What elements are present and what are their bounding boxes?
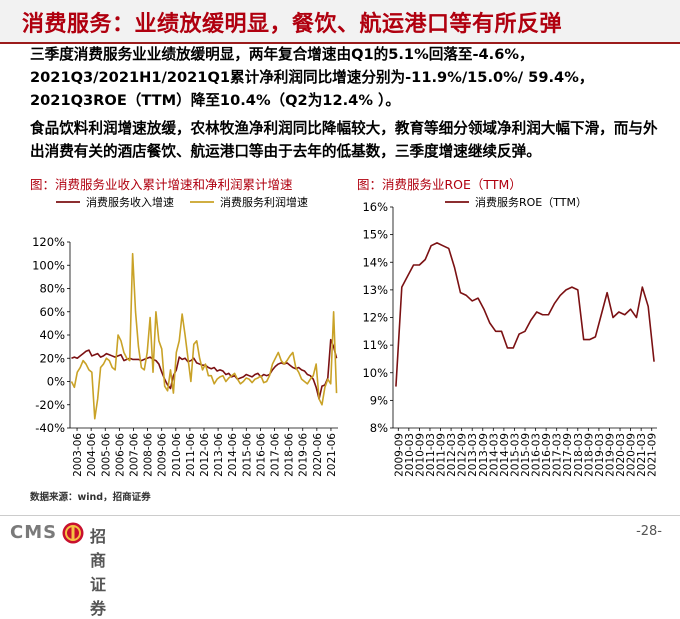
revenue-profit-growth-chart: -40%-20%0%20%40%60%80%100%120%2003-06 200… [28,180,346,477]
y-tick-label: 40% [39,328,65,342]
chart1-title: 图：消费服务业收入累计增速和净利润累计增速 [30,174,293,193]
x-tick-label: 2015-09 [520,433,532,477]
chart-background [355,180,670,475]
y-tick-label: 60% [39,305,65,319]
x-tick-label: 2016-09 [541,433,553,477]
y-tick-label: 100% [32,258,65,272]
y-tick-label: 0% [47,375,65,389]
x-tick-label: 2012-09 [457,433,469,477]
x-tick-label: 2011-03 [425,433,437,477]
x-tick-label: 2013-03 [467,433,479,477]
x-tick-label: 2016-03 [531,433,543,477]
y-tick-label: 8% [370,421,388,435]
x-tick-label: 2014-06 [227,433,239,477]
x-tick-label: 2015-06 [241,433,253,477]
x-tick-label: 2007-06 [128,433,140,477]
x-tick-label: 2010-06 [171,433,183,477]
x-tick-label: 2010-09 [414,433,426,477]
y-tick-label: 120% [32,235,65,249]
x-tick-label: 2009-06 [157,433,169,477]
x-tick-label: 2021-06 [326,433,338,477]
legend-label-1: 消费服务ROE（TTM） [475,195,587,209]
x-tick-label: 2003-06 [72,433,84,477]
x-tick-label: 2017-03 [552,433,564,477]
x-tick-label: 2008-06 [143,433,155,477]
footer-divider [0,515,680,516]
x-tick-label: 2014-03 [488,433,500,477]
x-tick-label: 2011-09 [436,433,448,477]
x-tick-label: 2016-06 [255,433,267,477]
x-tick-label: 2006-06 [114,433,126,477]
y-tick-label: 9% [370,393,388,407]
summary-paragraph-1: 三季度消费服务业业绩放缓明显，两年复合增速由Q1的5.1%回落至-4.6%，20… [30,46,594,109]
y-tick-label: 10% [362,366,388,380]
x-tick-label: 2013-06 [213,433,225,477]
logo-cn-text: 招商证券 [90,527,107,618]
y-tick-label: 11% [362,338,388,352]
x-tick-label: 2017-09 [562,433,574,477]
y-tick-label: -20% [35,398,65,412]
x-tick-label: 2020-06 [312,433,324,477]
x-tick-label: 2009-09 [393,433,405,477]
data-source-note: 数据来源：wind，招商证券 [30,492,151,503]
chart2-title: 图：消费服务业ROE（TTM） [357,174,522,193]
title-bar: 消费服务：业绩放缓明显，餐饮、航运港口等有所反弹 [0,0,680,44]
x-tick-label: 2019-09 [604,433,616,477]
x-tick-label: 2013-09 [478,433,490,477]
y-tick-label: 16% [362,200,388,214]
x-tick-label: 2010-03 [404,433,416,477]
x-tick-label: 2020-03 [615,433,627,477]
x-tick-label: 2012-06 [199,433,211,477]
y-tick-label: 13% [362,283,388,297]
x-tick-label: 2019-06 [298,433,310,477]
x-tick-label: 2014-09 [499,433,511,477]
x-tick-label: 2021-03 [636,433,648,477]
x-tick-label: 2018-09 [583,433,595,477]
x-tick-label: 2005-06 [100,433,112,477]
series-line-2 [70,252,338,420]
logo-text: CMS [10,522,58,543]
y-tick-label: 15% [362,228,388,242]
y-tick-label: 14% [362,255,388,269]
legend-label-1: 消费服务收入增速 [86,195,174,209]
x-tick-label: 2004-06 [86,433,98,477]
x-tick-label: 2020-09 [626,433,638,477]
x-tick-label: 2012-03 [446,433,458,477]
x-tick-label: 2015-03 [509,433,521,477]
page-title: 消费服务：业绩放缓明显，餐饮、航运港口等有所反弹 [22,12,563,37]
page-number: -28- [636,524,662,539]
y-tick-label: 20% [39,351,65,365]
y-tick-label: -40% [35,421,65,435]
legend-label-2: 消费服务利润增速 [220,195,308,209]
chart-background [28,180,346,475]
y-tick-label: 80% [39,282,65,296]
x-tick-label: 2017-06 [270,433,282,477]
y-tick-label: 12% [362,311,388,325]
x-tick-label: 2019-03 [594,433,606,477]
series-line-1 [395,242,655,387]
roe-ttm-chart: 8%9%10%11%12%13%14%15%16%2009-092010-032… [355,180,670,477]
summary-paragraph-2: 食品饮料利润增速放缓，农林牧渔净利润同比降幅较大，教育等细分领域净利润大幅下滑，… [30,120,658,160]
logo-badge-icon [62,522,84,544]
x-tick-label: 2018-06 [284,433,296,477]
x-tick-label: 2018-03 [573,433,585,477]
x-tick-label: 2011-06 [185,433,197,477]
x-tick-label: 2021-09 [647,433,659,477]
